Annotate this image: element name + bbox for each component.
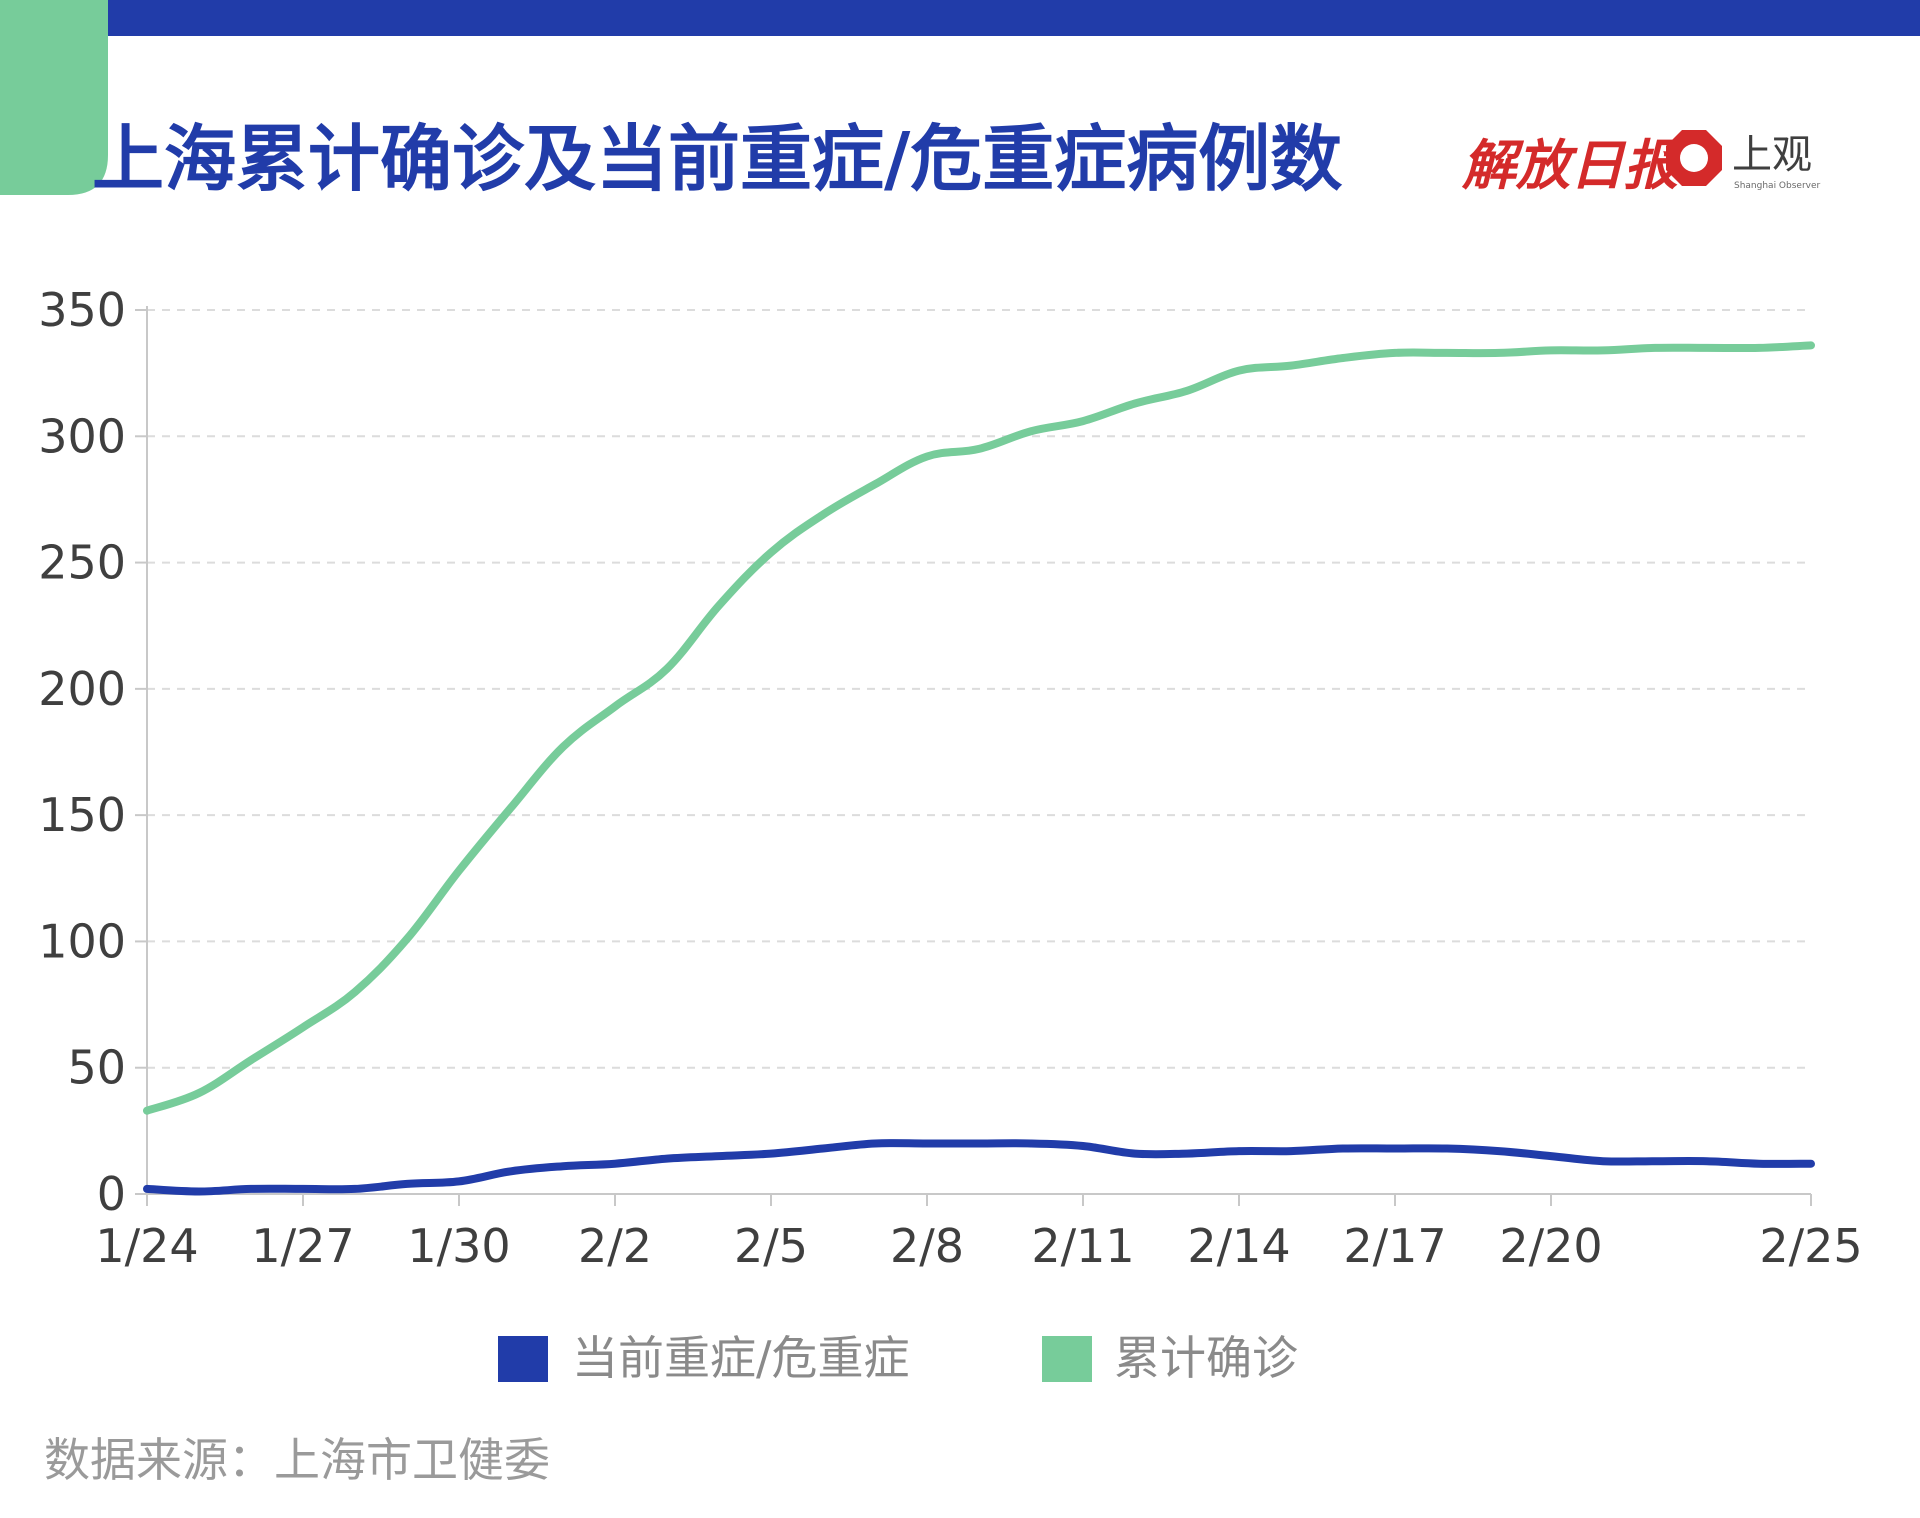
y-tick-label: 0 — [97, 1167, 126, 1221]
corner-green-tab — [0, 0, 108, 195]
x-tick-label: 2/17 — [1343, 1219, 1446, 1273]
gridlines — [147, 309, 1811, 1069]
legend-swatch-cumulative — [1042, 1336, 1092, 1382]
header-decoration — [0, 0, 1920, 195]
x-tick-label: 1/24 — [95, 1219, 198, 1273]
shanghai-observer-logo: 上观 Shanghai Observer — [1666, 130, 1821, 191]
octagon-icon-hole — [1680, 144, 1708, 172]
chart-title: 上海累计确诊及当前重症/危重症病例数 — [92, 117, 1342, 201]
legend: 当前重症/危重症 累计确诊 — [498, 1331, 1298, 1385]
x-tick-label: 2/14 — [1187, 1219, 1290, 1273]
y-tick-label: 350 — [38, 283, 126, 337]
jiefang-daily-logo-text: 解放日报 — [1461, 133, 1685, 197]
x-tick-label: 2/2 — [578, 1219, 652, 1273]
x-tick-label: 1/30 — [407, 1219, 510, 1273]
x-tick-label: 1/27 — [251, 1219, 354, 1273]
x-tick-label: 2/25 — [1759, 1219, 1862, 1273]
legend-item-cumulative: 累计确诊 — [1042, 1331, 1298, 1385]
series-line-severe — [143, 1139, 1815, 1196]
legend-swatch-severe — [498, 1336, 548, 1382]
top-blue-bar — [0, 0, 1920, 36]
y-tick-label: 200 — [38, 662, 126, 716]
y-tick-label: 100 — [38, 914, 126, 968]
legend-label-cumulative: 累计确诊 — [1114, 1331, 1298, 1385]
series-lines — [143, 341, 1815, 1196]
x-tick-label: 2/5 — [734, 1219, 808, 1273]
shanghai-observer-logo-subtext: Shanghai Observer — [1734, 181, 1821, 191]
x-tick-label: 2/20 — [1499, 1219, 1602, 1273]
y-tick-label: 250 — [38, 536, 126, 590]
shanghai-observer-logo-text: 上观 — [1732, 132, 1812, 178]
y-tick-label: 150 — [38, 788, 126, 842]
x-tick-labels: 1/24 1/27 1/30 2/2 2/5 2/8 2/11 2/14 2/17 2/20 2/2… — [95, 1219, 1862, 1273]
source-note: 数据来源：上海市卫健委 — [44, 1433, 550, 1487]
series-line-cumulative — [143, 341, 1815, 1115]
y-tick-label: 50 — [67, 1041, 126, 1095]
x-tick-label: 2/8 — [890, 1219, 964, 1273]
jiefang-daily-logo: 解放日报 — [1461, 133, 1685, 197]
legend-label-severe: 当前重症/危重症 — [572, 1331, 910, 1385]
x-tick-label: 2/11 — [1031, 1219, 1134, 1273]
legend-item-severe: 当前重症/危重症 — [498, 1331, 910, 1385]
y-tick-labels: 0 50 100 150 200 250 300 350 — [38, 283, 126, 1221]
y-tick-label: 300 — [38, 409, 126, 463]
axes — [135, 306, 1812, 1206]
